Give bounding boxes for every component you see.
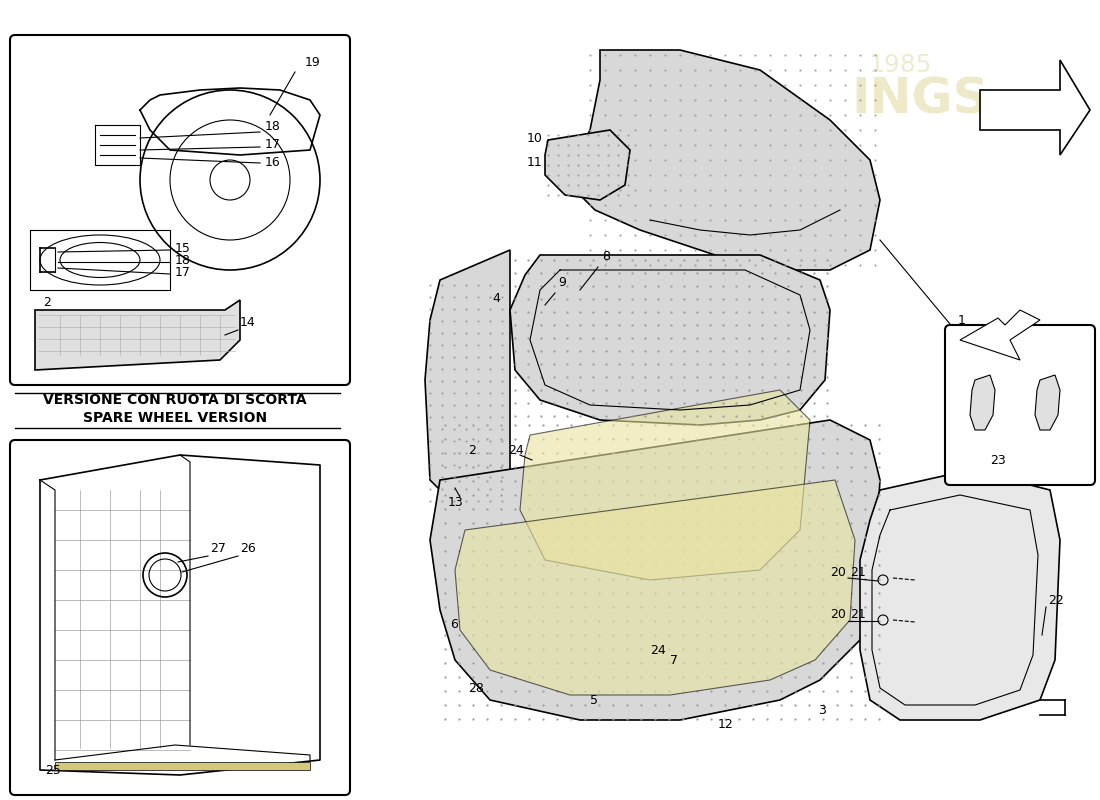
Text: 7: 7 <box>670 654 678 666</box>
Polygon shape <box>510 255 830 425</box>
FancyBboxPatch shape <box>10 35 350 385</box>
Text: 12: 12 <box>718 718 734 731</box>
Text: VERSIONE CON RUOTA DI SCORTA: VERSIONE CON RUOTA DI SCORTA <box>43 393 307 407</box>
Text: 22: 22 <box>1048 594 1064 606</box>
Polygon shape <box>544 130 630 200</box>
Text: 24: 24 <box>508 443 524 457</box>
Text: INGS: INGS <box>851 76 989 124</box>
Bar <box>55 762 310 770</box>
Text: 4: 4 <box>492 291 499 305</box>
Text: 10: 10 <box>527 131 543 145</box>
Polygon shape <box>970 375 996 430</box>
Text: 1985: 1985 <box>612 515 689 545</box>
Text: SPARE WHEEL VERSION: SPARE WHEEL VERSION <box>82 411 267 425</box>
Text: 6: 6 <box>450 618 458 631</box>
Text: 24: 24 <box>650 643 666 657</box>
Text: 17: 17 <box>175 266 191 278</box>
Polygon shape <box>860 470 1060 720</box>
Text: 21: 21 <box>850 566 866 578</box>
Text: 18: 18 <box>175 254 191 266</box>
Polygon shape <box>960 310 1040 360</box>
Text: 25: 25 <box>45 763 60 777</box>
Text: 5: 5 <box>590 694 598 706</box>
Polygon shape <box>1035 375 1060 430</box>
Text: 16: 16 <box>265 155 280 169</box>
Polygon shape <box>980 60 1090 155</box>
Text: passionfé: passionfé <box>458 600 642 640</box>
FancyBboxPatch shape <box>945 325 1094 485</box>
Text: 1985: 1985 <box>868 53 932 77</box>
Text: 13: 13 <box>448 495 464 509</box>
Text: 28: 28 <box>468 682 484 694</box>
Text: 15: 15 <box>175 242 191 254</box>
Text: 19: 19 <box>305 55 321 69</box>
Text: 2: 2 <box>468 443 476 457</box>
Text: 20: 20 <box>830 566 846 578</box>
Text: 3: 3 <box>818 703 826 717</box>
FancyBboxPatch shape <box>10 440 350 795</box>
Text: 2: 2 <box>43 295 51 309</box>
Text: 23: 23 <box>990 454 1005 466</box>
Polygon shape <box>35 300 240 370</box>
Text: 17: 17 <box>265 138 280 151</box>
Text: 18: 18 <box>265 121 280 134</box>
Polygon shape <box>430 420 880 720</box>
Text: 1: 1 <box>958 314 966 326</box>
Text: 14: 14 <box>240 315 255 329</box>
Polygon shape <box>575 50 880 270</box>
Text: 27: 27 <box>210 542 225 554</box>
Text: 9: 9 <box>558 275 565 289</box>
Text: 11: 11 <box>527 155 542 169</box>
Text: 8: 8 <box>602 250 610 262</box>
Polygon shape <box>455 480 855 695</box>
Text: 26: 26 <box>240 542 255 554</box>
Polygon shape <box>520 390 810 580</box>
Text: 21: 21 <box>850 609 866 622</box>
Text: 20: 20 <box>830 609 846 622</box>
Polygon shape <box>425 250 510 510</box>
